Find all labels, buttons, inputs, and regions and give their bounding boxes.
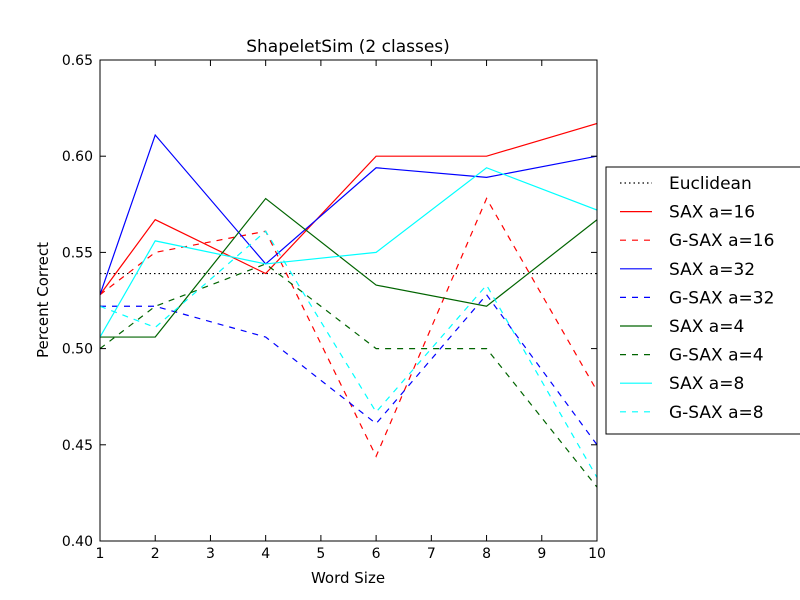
x-axis-label: Word Size (311, 569, 385, 587)
y-tick-label: 0.60 (62, 149, 93, 165)
series-line-4 (100, 293, 597, 446)
y-tick-label: 0.55 (62, 245, 93, 261)
series-line-3 (100, 133, 597, 295)
x-tick-label: 7 (427, 546, 436, 562)
legend-label-3: SAX a=32 (669, 260, 755, 280)
plot-frame (99, 59, 598, 542)
legend-label-5: SAX a=4 (669, 317, 744, 337)
legend-label-7: SAX a=8 (669, 374, 744, 394)
x-tick-label: 10 (588, 546, 606, 562)
legend-label-6: G-SAX a=4 (669, 346, 764, 366)
legend-label-8: G-SAX a=8 (669, 403, 764, 423)
legend-label-2: G-SAX a=16 (669, 231, 774, 251)
y-tick-label: 0.65 (62, 53, 93, 69)
ticks-layer: 1 2 3 4 5 6 7 8 9 10 0.40 0.45 0.50 0.55 0.60 0.65 (62, 53, 606, 562)
y-tick-label: 0.50 (62, 342, 93, 358)
x-tick-label: 6 (372, 546, 381, 562)
x-tick-label: 5 (316, 546, 325, 562)
x-tick-label: 1 (96, 546, 105, 562)
x-tick-label: 4 (261, 546, 270, 562)
series-line-6 (100, 263, 597, 488)
x-tick-label: 8 (482, 546, 491, 562)
y-tick-label: 0.40 (62, 534, 93, 550)
x-tick-label: 3 (206, 546, 215, 562)
legend-label-4: G-SAX a=32 (669, 288, 774, 308)
legend-label-1: SAX a=16 (669, 203, 755, 223)
series-line-8 (100, 230, 597, 478)
series-line-1 (100, 122, 597, 296)
y-tick-label: 0.45 (62, 438, 93, 454)
x-tick-label: 2 (151, 546, 160, 562)
series-line-7 (100, 167, 597, 338)
series-line-5 (100, 197, 597, 338)
chart-title: ShapeletSim (2 classes) (246, 37, 450, 57)
y-axis-label: Percent Correct (34, 242, 52, 358)
series-layer (100, 122, 597, 488)
legend-label-0: Euclidean (669, 174, 752, 194)
legend: Euclidean SAX a=16 G-SAX a=16 SAX a=32 G-SAX… (605, 166, 800, 435)
x-tick-label: 9 (537, 546, 546, 562)
